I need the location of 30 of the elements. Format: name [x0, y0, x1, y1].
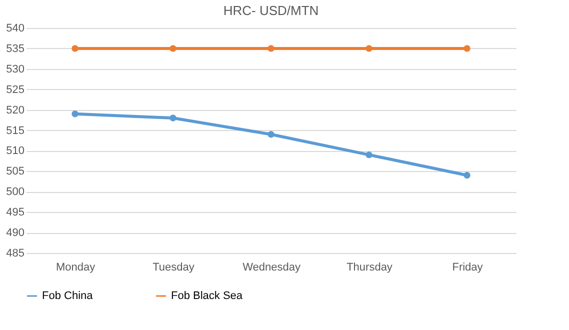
y-tick-label: 520 — [6, 104, 24, 116]
point — [170, 114, 176, 122]
point — [268, 45, 274, 52]
x-tick-label: Thursday — [346, 262, 393, 274]
chart-title: HRC- USD/MTN — [223, 3, 319, 18]
x-tick-label: Wednesday — [242, 262, 301, 274]
point — [366, 151, 372, 158]
x-tick-label: Friday — [452, 262, 484, 274]
y-tick-label: 500 — [6, 186, 24, 198]
y-tick-label: 540 — [6, 22, 24, 34]
legend-label: Fob Black Sea — [171, 290, 244, 302]
x-tick-label: Tuesday — [152, 262, 195, 274]
point — [268, 131, 274, 138]
point — [366, 45, 372, 52]
y-tick-label: 495 — [6, 206, 24, 219]
y-tick-label: 510 — [6, 145, 24, 158]
y-tick-label: 490 — [6, 227, 24, 240]
y-tick-label: 505 — [6, 166, 24, 178]
legend-label: Fob China — [42, 290, 94, 302]
y-tick-label: 515 — [6, 124, 24, 137]
y-tick-label: 530 — [6, 63, 24, 76]
point — [464, 45, 470, 52]
y-tick-label: 525 — [6, 84, 24, 96]
y-tick-label: 485 — [6, 248, 24, 260]
y-tick-label: 535 — [6, 42, 24, 55]
point — [72, 45, 78, 52]
point — [170, 45, 176, 52]
point — [464, 172, 470, 179]
x-tick-label: Monday — [56, 262, 96, 274]
point — [72, 110, 78, 118]
